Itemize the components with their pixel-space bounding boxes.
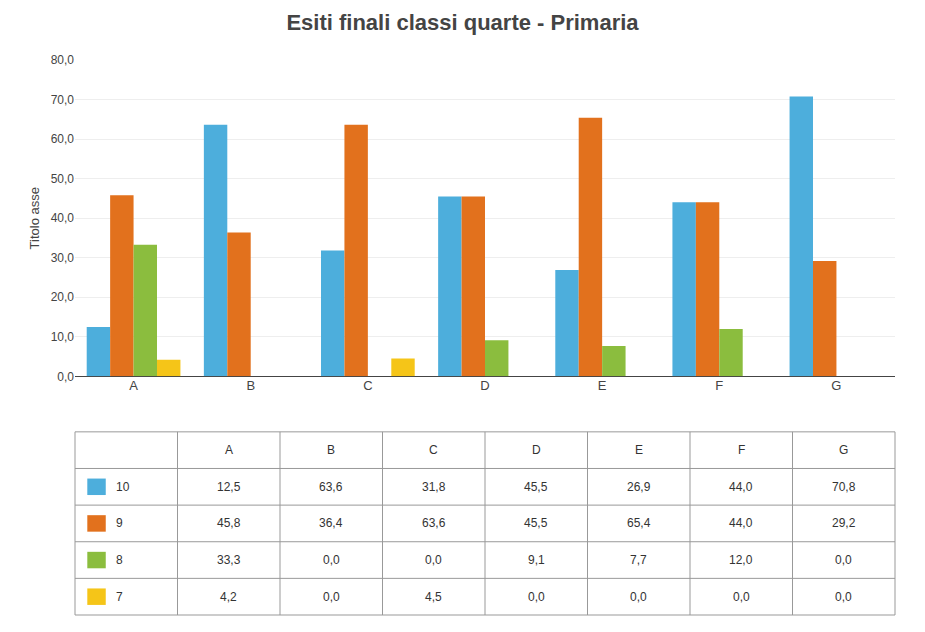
svg-text:G: G [839,443,848,457]
svg-text:33,3: 33,3 [217,553,241,567]
svg-text:65,4: 65,4 [627,516,651,530]
svg-text:D: D [532,443,541,457]
svg-text:0,0: 0,0 [835,590,852,604]
svg-text:0,0: 0,0 [323,553,340,567]
svg-text:45,8: 45,8 [217,516,241,530]
svg-text:20,0: 20,0 [51,290,75,304]
svg-text:70,8: 70,8 [832,480,856,494]
svg-text:31,8: 31,8 [422,480,446,494]
svg-text:63,6: 63,6 [319,480,343,494]
svg-text:4,2: 4,2 [220,590,237,604]
svg-text:36,4: 36,4 [319,516,343,530]
svg-text:4,5: 4,5 [425,590,442,604]
svg-text:A: A [225,443,233,457]
svg-text:8: 8 [116,553,123,567]
svg-text:B: B [327,443,335,457]
svg-text:60,0: 60,0 [51,132,75,146]
svg-text:C: C [429,443,438,457]
svg-text:63,6: 63,6 [422,516,446,530]
svg-text:45,5: 45,5 [524,480,548,494]
svg-text:9,1: 9,1 [528,553,545,567]
svg-text:Esiti finali classi quarte - P: Esiti finali classi quarte - Primaria [286,10,639,35]
svg-text:7: 7 [116,590,123,604]
svg-text:30,0: 30,0 [51,251,75,265]
svg-text:0,0: 0,0 [425,553,442,567]
svg-text:44,0: 44,0 [729,480,753,494]
svg-text:12,0: 12,0 [729,553,753,567]
svg-text:A: A [129,378,138,393]
svg-text:0,0: 0,0 [323,590,340,604]
svg-text:80,0: 80,0 [51,53,75,67]
svg-text:C: C [363,378,372,393]
svg-text:0,0: 0,0 [630,590,647,604]
svg-text:7,7: 7,7 [630,553,647,567]
svg-text:44,0: 44,0 [729,516,753,530]
svg-text:D: D [480,378,489,393]
svg-text:9: 9 [116,516,123,530]
svg-text:0,0: 0,0 [528,590,545,604]
svg-text:G: G [831,378,841,393]
svg-text:40,0: 40,0 [51,211,75,225]
svg-text:E: E [598,378,607,393]
svg-text:F: F [715,378,723,393]
svg-text:10,0: 10,0 [51,330,75,344]
svg-text:B: B [246,378,255,393]
svg-text:70,0: 70,0 [51,93,75,107]
svg-text:F: F [738,443,745,457]
svg-text:Titolo asse: Titolo asse [27,187,42,249]
svg-text:0,0: 0,0 [57,370,74,384]
svg-text:26,9: 26,9 [627,480,651,494]
svg-text:10: 10 [116,480,130,494]
svg-text:0,0: 0,0 [835,553,852,567]
svg-text:50,0: 50,0 [51,172,75,186]
svg-text:45,5: 45,5 [524,516,548,530]
svg-text:0,0: 0,0 [733,590,750,604]
svg-text:29,2: 29,2 [832,516,856,530]
svg-text:E: E [635,443,643,457]
svg-text:12,5: 12,5 [217,480,241,494]
